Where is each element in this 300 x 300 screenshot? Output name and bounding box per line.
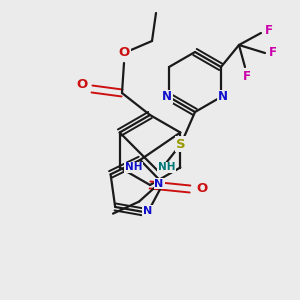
Text: S: S: [176, 137, 186, 151]
Text: O: O: [76, 79, 88, 92]
Text: N: N: [143, 206, 152, 216]
Text: F: F: [269, 46, 277, 59]
Text: O: O: [118, 46, 130, 59]
Text: N: N: [154, 178, 164, 189]
Text: N: N: [218, 91, 228, 103]
Text: N: N: [162, 91, 172, 103]
Text: F: F: [265, 25, 273, 38]
Text: F: F: [243, 70, 251, 83]
Text: NH: NH: [125, 163, 142, 172]
Text: O: O: [196, 182, 208, 196]
Text: NH: NH: [158, 163, 175, 172]
